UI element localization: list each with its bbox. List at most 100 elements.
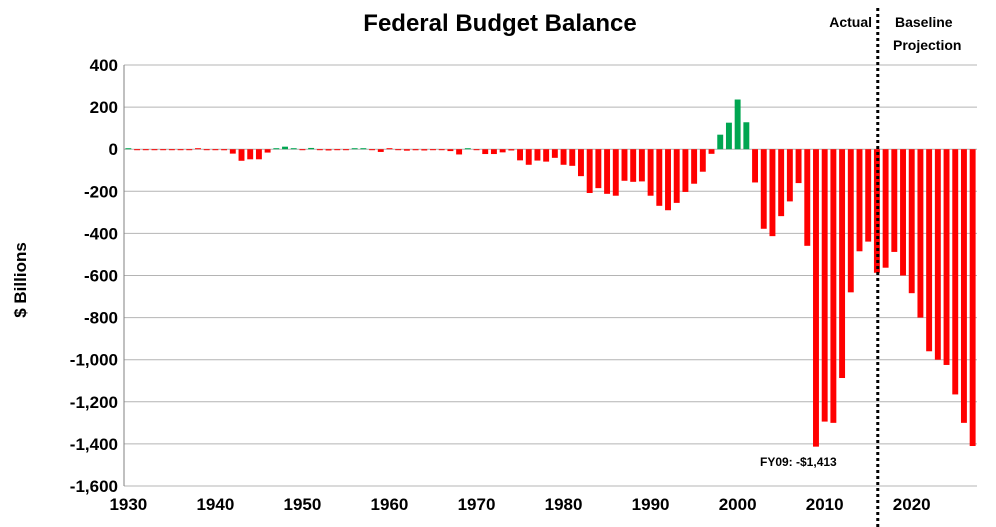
bar <box>734 99 741 150</box>
bar <box>752 149 759 183</box>
bar <box>334 149 341 151</box>
bar <box>969 149 976 447</box>
x-tick-label: 2020 <box>893 495 931 514</box>
y-tick-label: 400 <box>90 56 118 75</box>
bar <box>760 149 767 229</box>
bar <box>952 149 959 395</box>
bar <box>578 149 584 177</box>
bar <box>386 148 393 150</box>
bar <box>534 149 541 161</box>
x-tick-label: 2000 <box>719 495 757 514</box>
bar <box>691 149 698 184</box>
bar <box>247 149 254 160</box>
bar <box>316 149 323 151</box>
bar <box>177 149 184 151</box>
y-tick-label: -600 <box>84 267 118 286</box>
bar <box>786 149 793 202</box>
bar <box>891 149 898 252</box>
bar <box>308 147 315 150</box>
bar <box>795 149 802 184</box>
y-tick-label: -1,400 <box>70 435 118 454</box>
bar <box>560 149 567 165</box>
y-tick-label: 200 <box>90 98 118 117</box>
bar <box>464 148 471 150</box>
y-tick-label: -1,000 <box>70 351 118 370</box>
actual-label: Actual <box>829 14 872 30</box>
bar <box>865 149 872 242</box>
bar <box>282 146 288 150</box>
y-tick-labels: 400 200 0 -200 -400 -600 -800 -1,000 -1,200 -1,40… <box>70 56 118 496</box>
bar <box>203 149 210 151</box>
bar <box>255 149 262 160</box>
chart-title: Federal Budget Balance <box>363 10 636 37</box>
bar <box>630 149 637 182</box>
bar <box>717 134 724 150</box>
bar <box>473 149 480 151</box>
bar <box>960 149 967 423</box>
bar <box>647 149 654 196</box>
bar <box>839 149 846 379</box>
bar <box>778 149 785 217</box>
bar <box>638 149 645 182</box>
bar <box>673 149 680 203</box>
bar <box>221 149 228 151</box>
bar <box>708 149 715 154</box>
bar <box>264 149 271 153</box>
bar <box>900 149 906 276</box>
bar <box>665 149 671 211</box>
bar <box>821 149 828 422</box>
bar <box>490 149 497 155</box>
fy09-annotation: FY09: -$1,413 <box>760 455 837 469</box>
bar <box>447 149 454 152</box>
bar <box>508 149 515 151</box>
bar <box>456 149 463 155</box>
bar <box>142 149 149 151</box>
bar <box>438 149 445 151</box>
bar <box>403 149 410 151</box>
bar <box>525 149 532 165</box>
x-tick-label: 1950 <box>284 495 322 514</box>
x-tick-label: 1990 <box>632 495 670 514</box>
bar <box>926 149 933 352</box>
bar <box>168 149 175 151</box>
bar <box>917 149 924 318</box>
bar <box>769 149 776 237</box>
bar <box>595 149 602 189</box>
y-axis-label: $ Billions <box>11 242 30 318</box>
bar <box>813 149 819 447</box>
bar <box>360 148 367 150</box>
x-tick-label: 1960 <box>371 495 409 514</box>
bar <box>499 149 506 153</box>
bar <box>743 122 750 150</box>
bar <box>621 149 628 181</box>
x-tick-label: 1940 <box>196 495 234 514</box>
bar <box>517 149 523 161</box>
bar <box>351 148 358 150</box>
bar <box>273 148 280 150</box>
bar <box>934 149 941 360</box>
bar <box>604 149 611 194</box>
bar <box>134 149 141 151</box>
y-tick-label: -400 <box>84 224 118 243</box>
y-tick-label: -1,200 <box>70 393 118 412</box>
bar <box>299 149 306 151</box>
bars <box>125 99 976 447</box>
y-tick-label: -200 <box>84 182 118 201</box>
bar <box>290 148 297 150</box>
bar <box>412 149 419 151</box>
bar <box>612 149 619 196</box>
bar <box>195 148 201 150</box>
x-tick-label: 1970 <box>458 495 496 514</box>
bar <box>569 149 576 166</box>
bar <box>186 149 193 151</box>
bar <box>586 149 593 193</box>
bar <box>430 149 436 151</box>
bar <box>395 149 402 151</box>
bar <box>125 148 132 150</box>
bar <box>325 149 332 151</box>
bar <box>482 149 489 155</box>
bar <box>699 149 706 172</box>
gridlines <box>123 64 977 487</box>
bar <box>804 149 811 246</box>
